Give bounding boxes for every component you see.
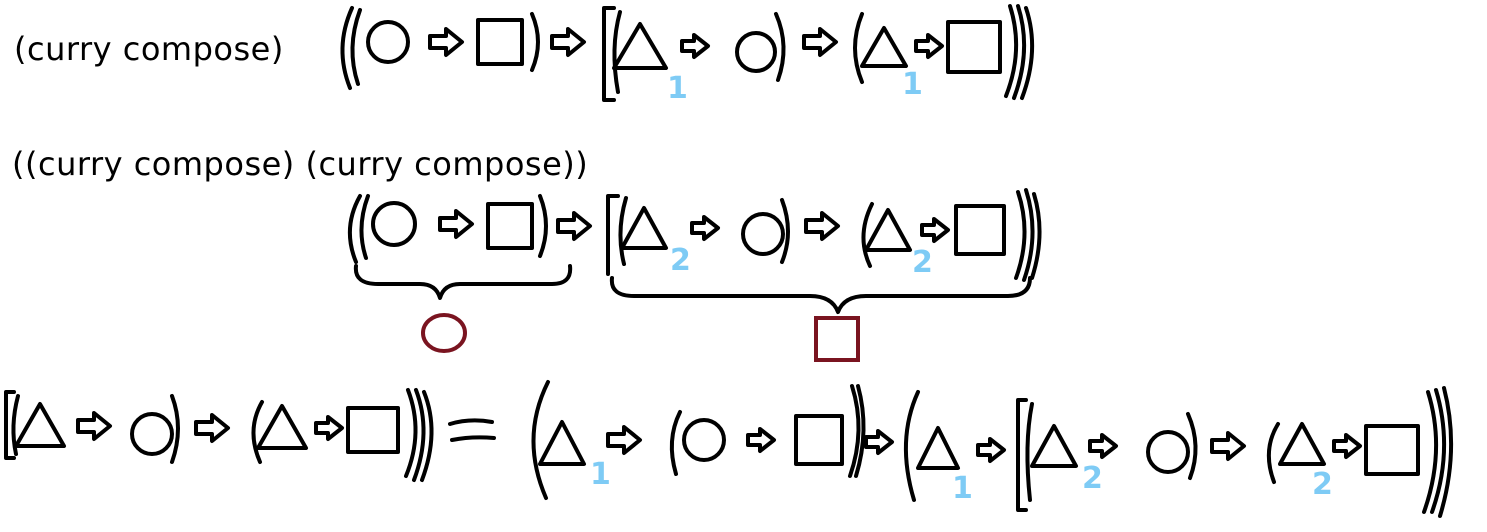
triangle-icon (538, 420, 586, 466)
triangle-icon (860, 26, 908, 68)
brace-circle-icon (421, 313, 467, 353)
arrow-icon (914, 33, 944, 59)
row1-expression: (curry compose) (14, 30, 284, 68)
square-icon (954, 204, 1006, 256)
triangle-icon (1278, 422, 1326, 466)
row3-equivalence (4, 380, 1454, 518)
square-icon (946, 20, 1002, 74)
row2-expression: ((curry compose) (curry compose)) (12, 145, 589, 183)
arrow-icon (606, 425, 642, 455)
row2-type-signature (347, 188, 1042, 314)
square-icon (794, 414, 844, 466)
square-icon (476, 18, 524, 66)
square-icon (346, 406, 400, 454)
arrow-icon (428, 27, 464, 57)
circle-icon (682, 418, 726, 462)
subscript-1: 1 (590, 457, 611, 492)
circle-icon (130, 412, 174, 456)
arrow-icon (802, 27, 838, 57)
arrow-icon (550, 27, 586, 57)
circle-icon (1146, 430, 1190, 474)
arrow-icon (1332, 433, 1362, 459)
arrow-icon (314, 415, 344, 441)
subscript-1: 1 (902, 67, 923, 102)
subscript-2: 2 (1312, 467, 1333, 502)
triangle-icon (256, 404, 308, 450)
arrow-icon (76, 411, 112, 441)
arrow-icon (556, 211, 592, 241)
square-icon (486, 202, 534, 250)
subscript-1: 1 (667, 71, 688, 106)
arrow-icon (680, 33, 710, 59)
arrow-icon (920, 217, 950, 243)
arrow-icon (194, 413, 230, 443)
triangle-icon (1030, 424, 1078, 468)
arrow-icon (864, 429, 894, 455)
arrow-icon (976, 437, 1006, 463)
equals-sign: = (471, 437, 472, 439)
brace-square-icon (814, 316, 860, 362)
row1-type-signature (340, 4, 1035, 102)
arrow-icon (746, 427, 776, 453)
triangle-icon (864, 208, 912, 252)
arrow-icon (690, 215, 720, 241)
subscript-2: 2 (670, 243, 691, 278)
circle-icon (741, 212, 785, 256)
triangle-icon (612, 22, 668, 70)
subscript-2: 2 (1082, 461, 1103, 496)
arrow-icon (438, 209, 474, 239)
circle-icon (735, 31, 777, 73)
arrow-icon (1088, 433, 1118, 459)
right-brace (609, 276, 1032, 314)
triangle-icon (916, 426, 960, 470)
arrow-icon (1210, 431, 1246, 461)
triangle-icon (620, 206, 668, 250)
arrow-icon (804, 211, 840, 241)
left-brace (353, 264, 573, 300)
triangle-icon (14, 402, 66, 448)
subscript-2: 2 (912, 245, 933, 280)
circle-icon (371, 201, 417, 247)
subscript-1: 1 (952, 471, 973, 506)
square-icon (1364, 424, 1420, 476)
circle-icon (366, 20, 410, 64)
